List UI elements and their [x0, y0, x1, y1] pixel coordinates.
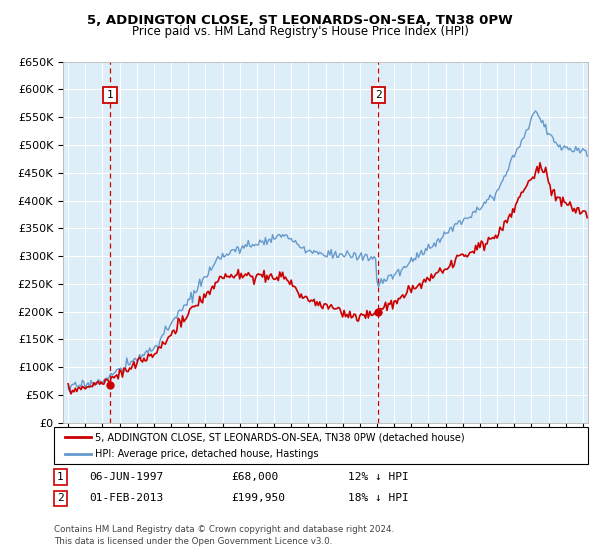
Text: 2: 2 — [375, 90, 382, 100]
Text: 1: 1 — [107, 90, 113, 100]
Text: 18% ↓ HPI: 18% ↓ HPI — [348, 493, 409, 503]
Text: 5, ADDINGTON CLOSE, ST LEONARDS-ON-SEA, TN38 0PW (detached house): 5, ADDINGTON CLOSE, ST LEONARDS-ON-SEA, … — [95, 432, 464, 442]
Text: £199,950: £199,950 — [231, 493, 285, 503]
Text: Contains HM Land Registry data © Crown copyright and database right 2024.
This d: Contains HM Land Registry data © Crown c… — [54, 525, 394, 546]
Text: £68,000: £68,000 — [231, 472, 278, 482]
Text: 2: 2 — [57, 493, 64, 503]
Text: 1: 1 — [57, 472, 64, 482]
Text: HPI: Average price, detached house, Hastings: HPI: Average price, detached house, Hast… — [95, 449, 319, 459]
Text: 06-JUN-1997: 06-JUN-1997 — [89, 472, 163, 482]
Text: Price paid vs. HM Land Registry's House Price Index (HPI): Price paid vs. HM Land Registry's House … — [131, 25, 469, 38]
Text: 12% ↓ HPI: 12% ↓ HPI — [348, 472, 409, 482]
Text: 01-FEB-2013: 01-FEB-2013 — [89, 493, 163, 503]
Text: 5, ADDINGTON CLOSE, ST LEONARDS-ON-SEA, TN38 0PW: 5, ADDINGTON CLOSE, ST LEONARDS-ON-SEA, … — [87, 14, 513, 27]
